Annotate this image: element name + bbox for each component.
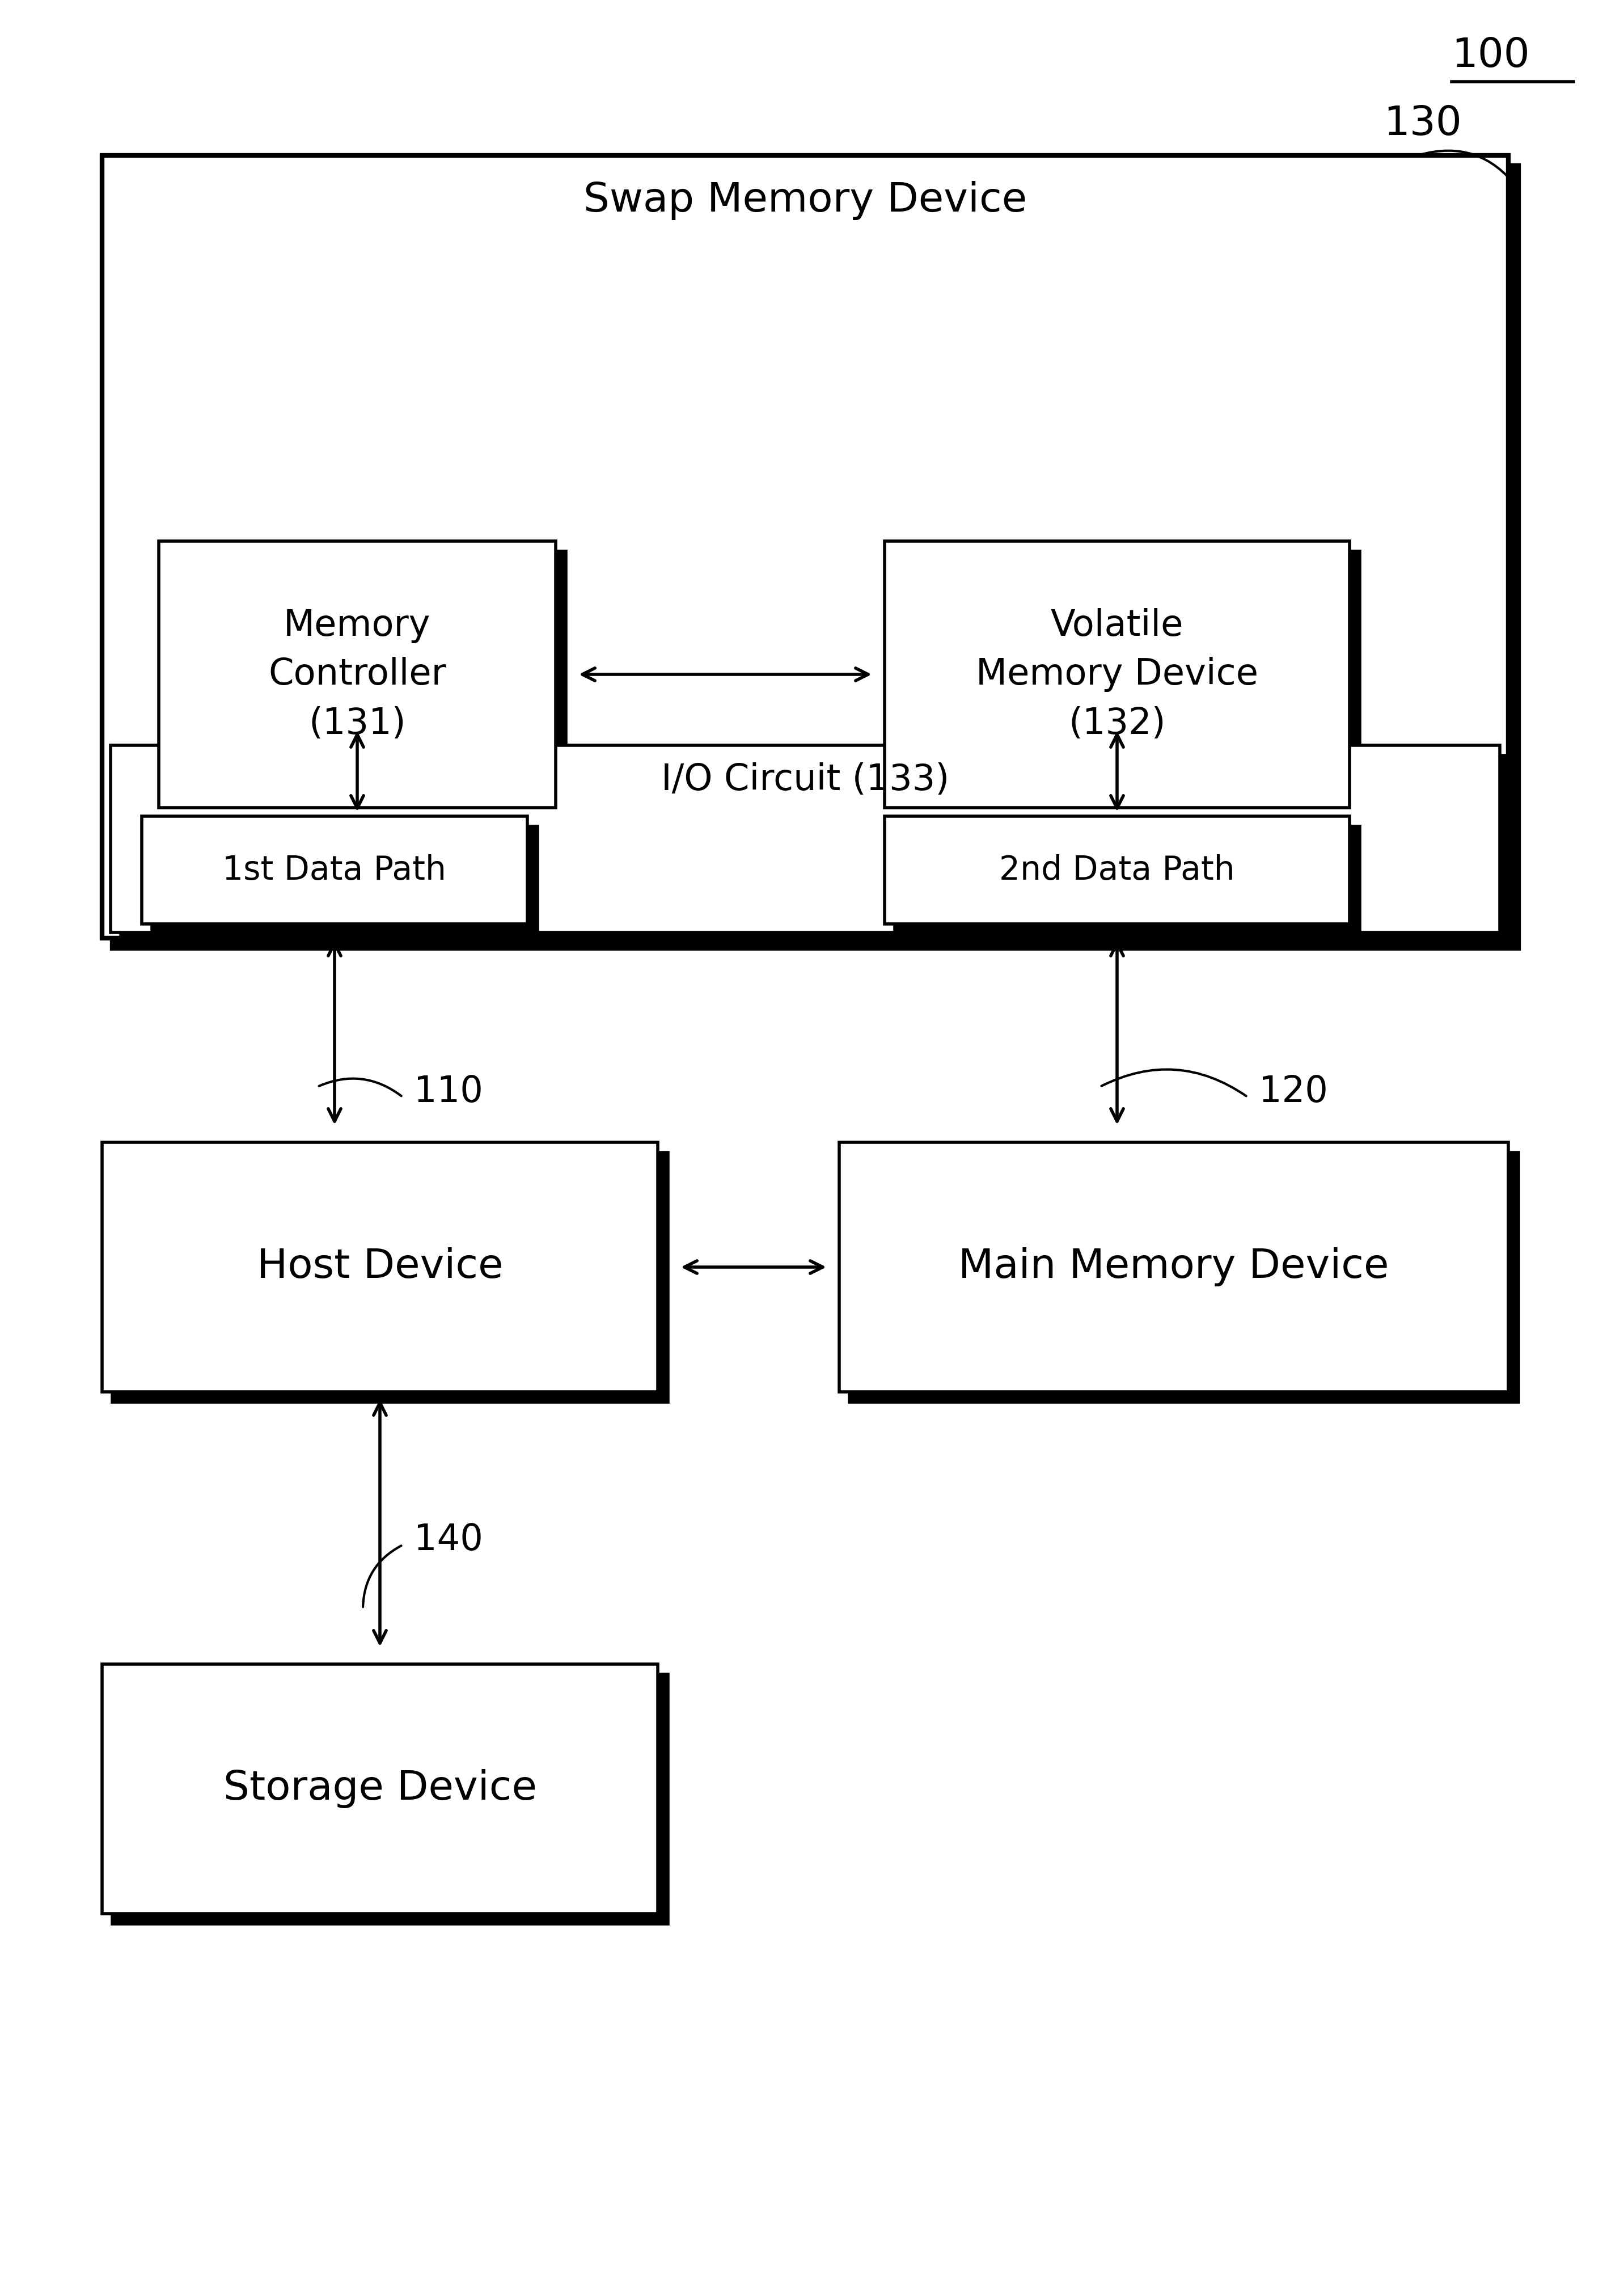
Text: I/O Circuit (133): I/O Circuit (133) — [661, 763, 950, 797]
Bar — [895, 552, 1359, 818]
Text: Memory
Controller
(131): Memory Controller (131) — [268, 609, 447, 740]
Bar — [849, 1151, 1518, 1401]
Bar — [141, 815, 528, 924]
Text: Main Memory Device: Main Memory Device — [958, 1247, 1389, 1288]
Bar — [102, 1142, 658, 1392]
Bar — [112, 1151, 667, 1401]
Text: 130: 130 — [1384, 104, 1462, 143]
Bar — [885, 540, 1350, 808]
Bar — [885, 815, 1350, 924]
Bar — [102, 1665, 658, 1914]
Text: 2nd Data Path: 2nd Data Path — [999, 854, 1234, 886]
Text: 120: 120 — [1259, 1074, 1328, 1111]
Text: Swap Memory Device: Swap Memory Device — [583, 182, 1026, 220]
Text: 1st Data Path: 1st Data Path — [222, 854, 447, 886]
Text: Host Device: Host Device — [257, 1247, 503, 1288]
Text: 140: 140 — [414, 1522, 482, 1558]
Text: 100: 100 — [1452, 36, 1530, 75]
Bar — [159, 540, 555, 808]
Bar — [153, 827, 538, 933]
Bar — [169, 552, 565, 818]
Bar — [112, 1674, 667, 1924]
Bar — [895, 827, 1359, 933]
Bar — [102, 154, 1509, 938]
Text: Volatile
Memory Device
(132): Volatile Memory Device (132) — [976, 609, 1259, 740]
Bar — [840, 1142, 1509, 1392]
Bar — [110, 745, 1501, 933]
Bar — [120, 756, 1510, 942]
Bar — [112, 166, 1518, 949]
Text: Storage Device: Storage Device — [222, 1769, 536, 1808]
Text: 110: 110 — [414, 1074, 482, 1111]
